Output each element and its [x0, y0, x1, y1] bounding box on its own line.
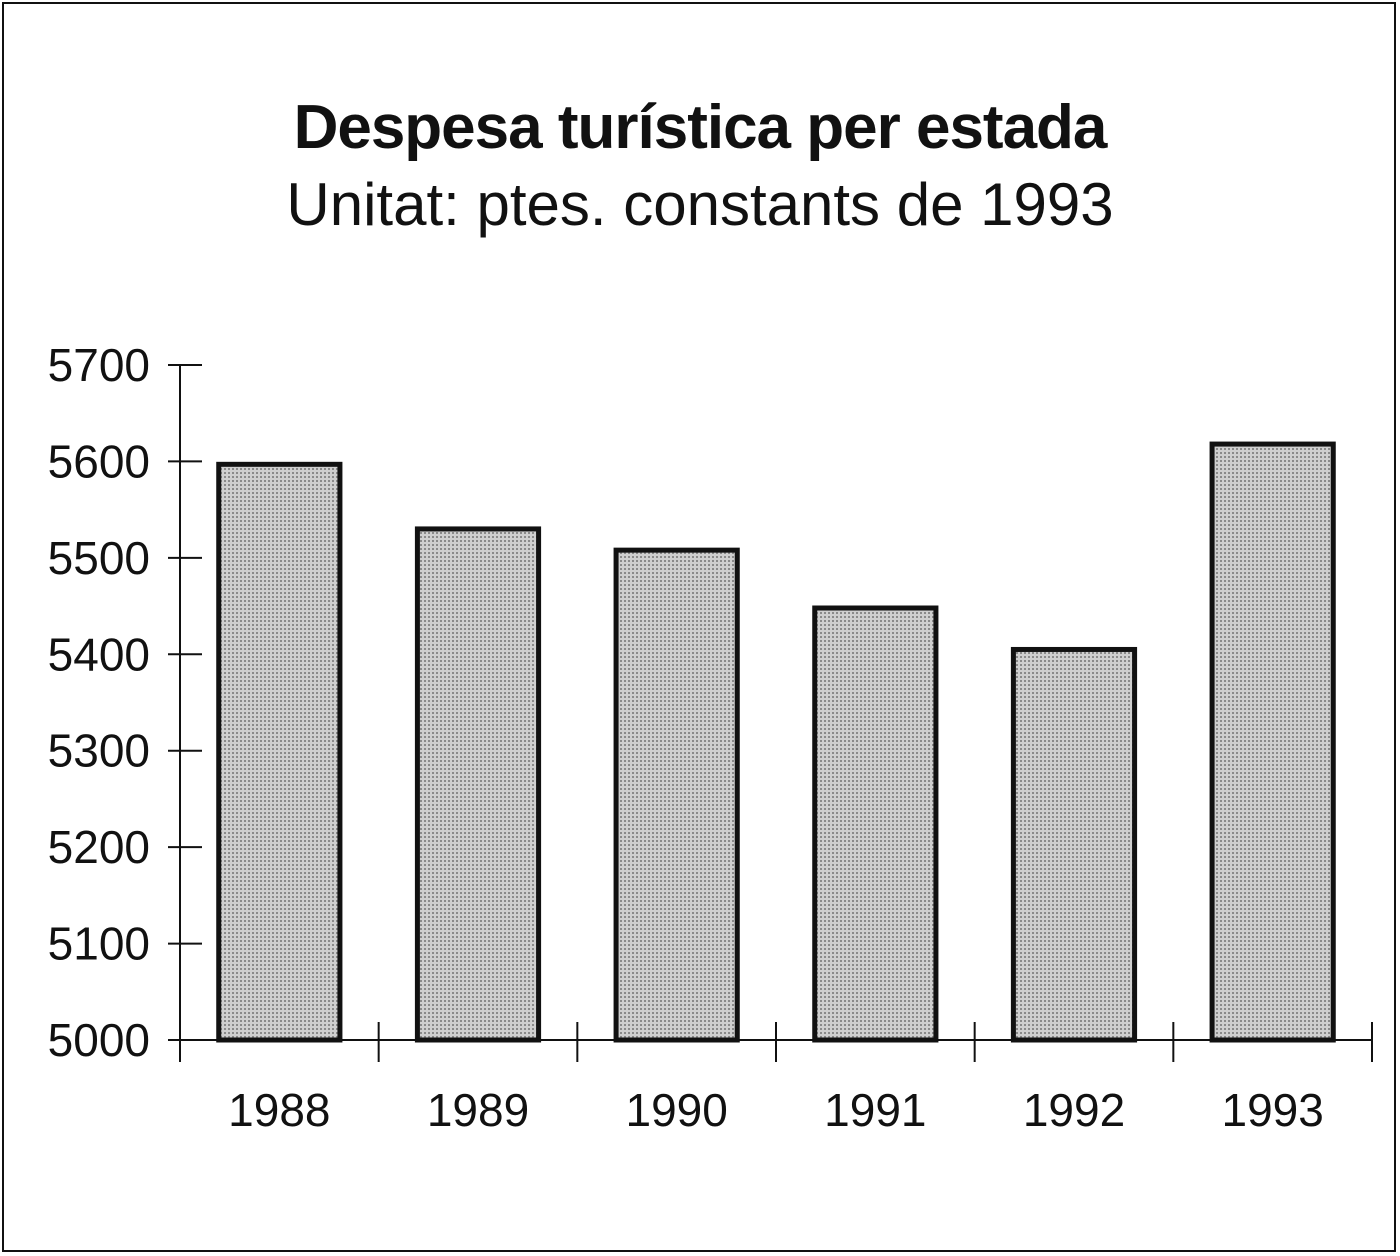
y-tick-label: 5700 — [48, 339, 150, 391]
x-tick-label: 1991 — [824, 1084, 926, 1136]
bars — [216, 441, 1336, 1043]
x-tick-label: 1990 — [625, 1084, 727, 1136]
bar-1990 — [613, 547, 740, 1043]
chart-title: Despesa turística per estada — [293, 93, 1108, 162]
bar-1988 — [216, 461, 343, 1043]
bar-1989 — [414, 526, 542, 1043]
y-tick-label: 5400 — [48, 628, 150, 680]
y-tick-label: 5300 — [48, 725, 150, 777]
y-tick-label: 5500 — [48, 532, 150, 584]
y-axis: 5000 5100 5200 5300 5400 5500 5600 5700 — [48, 339, 202, 1066]
x-tick-label: 1993 — [1221, 1084, 1323, 1136]
y-tick-label: 5200 — [48, 821, 150, 873]
x-tick-label: 1992 — [1023, 1084, 1125, 1136]
bar-1991 — [812, 605, 939, 1043]
y-tick-label: 5600 — [48, 435, 150, 487]
bar-1993 — [1209, 441, 1336, 1043]
chart-subtitle: Unitat: ptes. constants de 1993 — [286, 171, 1114, 238]
y-tick-label: 5000 — [48, 1014, 150, 1066]
y-tick-label: 5100 — [48, 918, 150, 970]
x-axis: 1988 1989 1990 1991 1992 1993 — [179, 1022, 1373, 1136]
x-tick-label: 1988 — [228, 1084, 330, 1136]
x-tick-label: 1989 — [427, 1084, 529, 1136]
bar-1992 — [1010, 646, 1138, 1043]
